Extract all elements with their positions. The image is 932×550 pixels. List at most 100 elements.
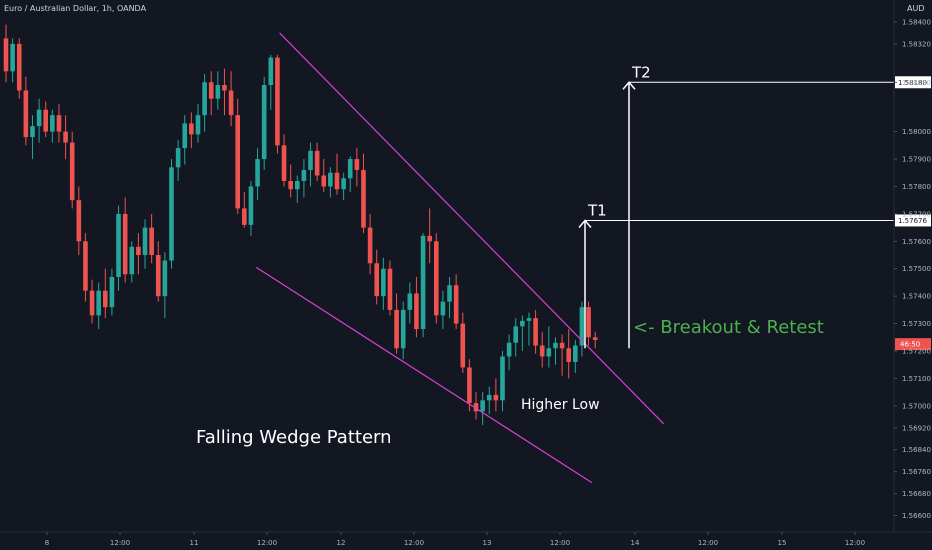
candle[interactable] xyxy=(56,104,62,143)
candle[interactable] xyxy=(321,159,327,192)
candle[interactable] xyxy=(83,233,88,302)
candle[interactable] xyxy=(50,109,55,143)
candle[interactable] xyxy=(387,260,393,316)
candle[interactable] xyxy=(228,71,234,127)
candle[interactable] xyxy=(261,76,267,171)
candle[interactable] xyxy=(288,164,293,198)
wedge-upper-line[interactable] xyxy=(279,32,665,425)
candle[interactable] xyxy=(182,115,188,165)
candle[interactable] xyxy=(122,197,128,283)
candle[interactable] xyxy=(129,241,135,283)
candle[interactable] xyxy=(546,326,552,368)
candle[interactable] xyxy=(420,233,426,338)
target-t2[interactable]: T2 1.58180 xyxy=(622,63,931,349)
candle[interactable] xyxy=(76,186,82,256)
candle[interactable] xyxy=(539,331,545,368)
candle[interactable] xyxy=(573,340,578,373)
candle[interactable] xyxy=(341,172,346,201)
time-axis[interactable]: 8 12:00 11 12:00 12 12:00 13 12:00 14 12:00 15 12:0… xyxy=(45,532,865,547)
candle[interactable] xyxy=(308,142,313,187)
candle[interactable] xyxy=(586,301,591,346)
candle[interactable] xyxy=(175,139,181,181)
candle[interactable] xyxy=(10,38,15,83)
candle[interactable] xyxy=(553,337,558,365)
candle[interactable] xyxy=(222,68,227,116)
candle[interactable] xyxy=(89,279,95,324)
candle[interactable] xyxy=(374,249,380,305)
candle[interactable] xyxy=(268,54,274,110)
candle[interactable] xyxy=(394,293,399,354)
price-axis[interactable]: 1.58400 1.58320 1.58180 1.58000 1.57900 1.578… xyxy=(894,18,931,520)
candle[interactable] xyxy=(215,71,221,110)
candle[interactable] xyxy=(149,213,154,264)
candle[interactable] xyxy=(526,312,532,346)
candle[interactable] xyxy=(63,115,68,160)
candle[interactable] xyxy=(328,167,333,198)
candle[interactable] xyxy=(579,301,585,357)
candle[interactable] xyxy=(162,252,168,319)
candle[interactable] xyxy=(367,213,373,275)
candle[interactable] xyxy=(195,104,201,143)
candle[interactable] xyxy=(36,98,42,143)
candle[interactable] xyxy=(281,134,287,187)
candle[interactable] xyxy=(155,241,161,302)
candle[interactable] xyxy=(23,76,29,146)
candle[interactable] xyxy=(473,392,479,420)
candle[interactable] xyxy=(69,131,75,209)
candle[interactable] xyxy=(427,208,432,264)
wedge-lower-line[interactable] xyxy=(255,266,593,484)
candle[interactable] xyxy=(142,219,148,269)
candle[interactable] xyxy=(559,334,565,376)
candle-body xyxy=(553,342,558,349)
candle[interactable] xyxy=(467,359,472,412)
candle[interactable] xyxy=(506,334,512,371)
plot-area[interactable] xyxy=(3,24,598,426)
candle[interactable] xyxy=(480,392,485,426)
candle[interactable] xyxy=(235,98,240,214)
candle[interactable] xyxy=(592,331,598,349)
candle[interactable] xyxy=(447,276,452,319)
candle[interactable] xyxy=(407,282,413,324)
candle[interactable] xyxy=(566,329,571,379)
candle[interactable] xyxy=(347,156,353,192)
candle[interactable] xyxy=(354,148,360,187)
candle[interactable] xyxy=(500,351,505,412)
candle[interactable] xyxy=(440,290,446,330)
candle[interactable] xyxy=(96,282,101,330)
candle[interactable] xyxy=(189,112,194,149)
candle[interactable] xyxy=(400,301,406,360)
candle[interactable] xyxy=(381,257,386,310)
candle[interactable] xyxy=(43,101,49,138)
candle[interactable] xyxy=(361,153,366,234)
candle[interactable] xyxy=(434,233,439,324)
candle[interactable] xyxy=(169,159,174,269)
candle[interactable] xyxy=(334,153,340,195)
symbol-title[interactable]: Euro / Australian Dollar, 1h, OANDA xyxy=(4,4,147,13)
candle[interactable] xyxy=(3,24,9,83)
candle[interactable] xyxy=(301,159,307,198)
candle[interactable] xyxy=(103,268,108,319)
candle[interactable] xyxy=(453,274,459,330)
candle[interactable] xyxy=(136,233,141,275)
candle[interactable] xyxy=(30,115,35,160)
candle[interactable] xyxy=(513,318,519,357)
candle[interactable] xyxy=(16,38,22,99)
candle[interactable] xyxy=(294,175,300,203)
candle[interactable] xyxy=(486,386,492,415)
target-t1[interactable]: T1 1.57676 xyxy=(578,201,931,349)
candle[interactable] xyxy=(493,378,499,412)
candle[interactable] xyxy=(414,276,419,338)
candle[interactable] xyxy=(314,142,320,181)
candle[interactable] xyxy=(109,268,115,316)
candle[interactable] xyxy=(208,71,214,116)
candle[interactable] xyxy=(533,309,538,354)
candle[interactable] xyxy=(460,312,466,373)
candle[interactable] xyxy=(248,180,254,236)
candle[interactable] xyxy=(202,74,207,132)
candle[interactable] xyxy=(275,54,280,154)
candle[interactable] xyxy=(255,148,260,201)
candle[interactable] xyxy=(520,315,525,352)
candle[interactable] xyxy=(242,191,247,228)
candle[interactable] xyxy=(116,205,121,291)
